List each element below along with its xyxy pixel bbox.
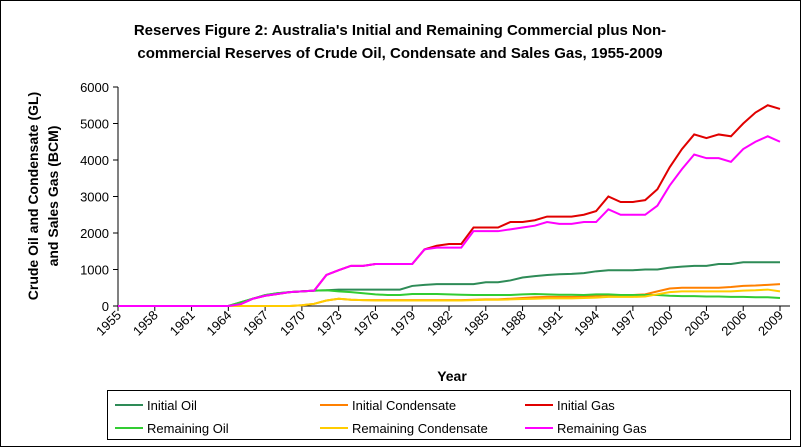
series-line (118, 135, 781, 307)
chart-title: commercial Reserves of Crude Oil, Conden… (137, 45, 662, 62)
x-axis-title: Year (437, 368, 467, 384)
y-tick-label: 1000 (80, 263, 109, 278)
y-axis-title: Crude Oil and Condensate (GL) (25, 92, 41, 300)
y-tick-label: 2000 (80, 226, 109, 241)
legend-label: Remaining Oil (147, 421, 229, 436)
legend-label: Remaining Gas (557, 421, 647, 436)
legend-box (107, 390, 791, 440)
legend-label: Initial Gas (557, 398, 615, 413)
legend-label: Initial Oil (147, 398, 197, 413)
y-tick-label: 6000 (80, 80, 109, 95)
legend-label: Initial Condensate (352, 398, 456, 413)
y-tick-label: 3000 (80, 190, 109, 205)
chart-title: Reserves Figure 2: Australia's Initial a… (134, 22, 666, 39)
y-tick-label: 4000 (80, 153, 109, 168)
y-axis-title: and Sales Gas (BCM) (45, 126, 61, 267)
y-tick-label: 0 (102, 299, 109, 314)
y-tick-label: 5000 (80, 117, 109, 132)
legend-label: Remaining Condensate (352, 421, 488, 436)
